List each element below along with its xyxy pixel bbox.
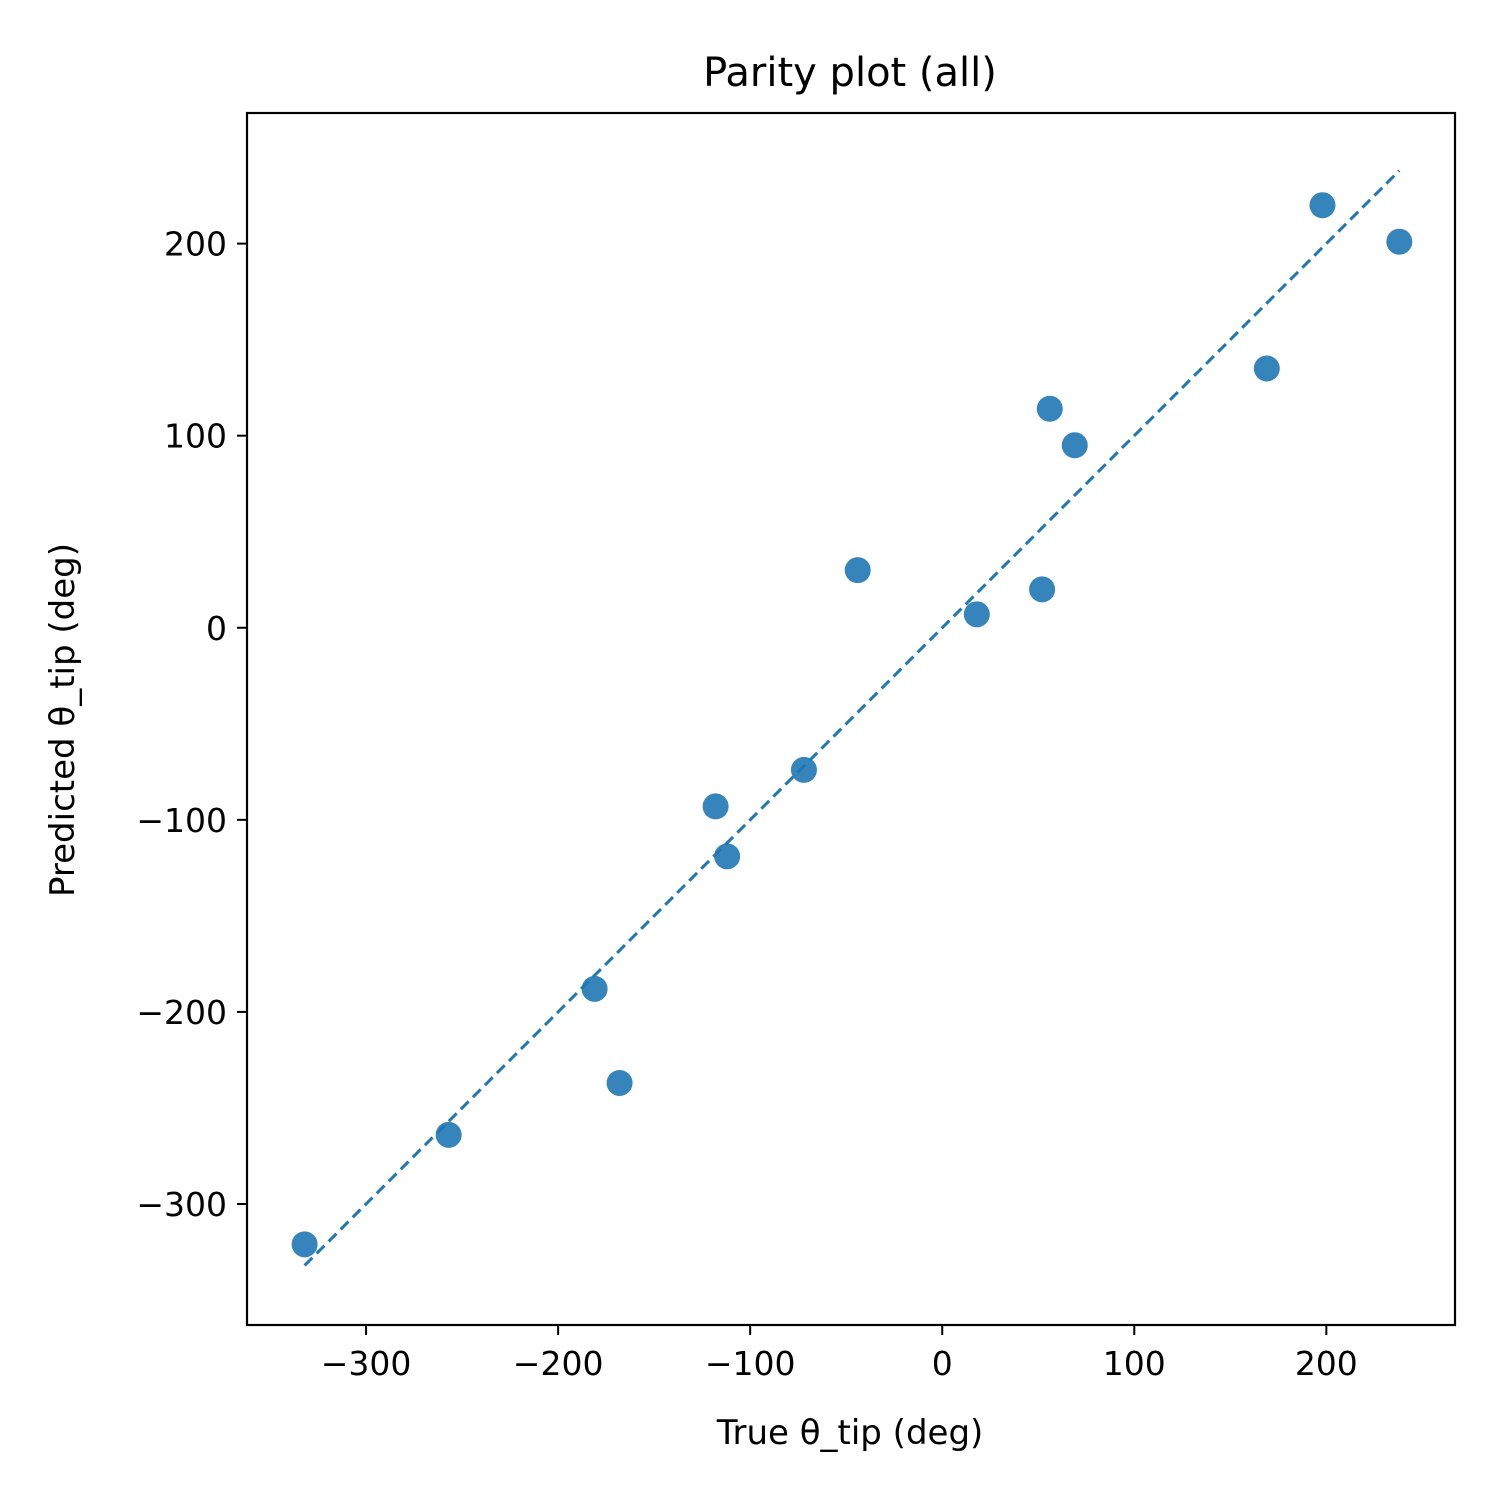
x-axis: −300 −200 −100 0 100 200 (321, 1325, 1358, 1383)
data-point (790, 756, 817, 783)
data-point (291, 1231, 318, 1258)
data-point (1036, 395, 1063, 422)
data-point (963, 601, 990, 628)
data-point (435, 1121, 462, 1148)
data-point (1386, 228, 1413, 255)
data-point (1029, 576, 1056, 603)
data-point (844, 557, 871, 584)
y-tick-label: 200 (164, 225, 227, 264)
x-tick-label: 0 (932, 1344, 953, 1383)
x-tick-label: 200 (1295, 1344, 1358, 1383)
data-point (581, 975, 608, 1002)
plot-area (291, 169, 1413, 1267)
data-point (702, 793, 729, 820)
x-tick-label: −200 (513, 1344, 604, 1383)
x-tick-label: 100 (1103, 1344, 1166, 1383)
plot-frame (245, 111, 1457, 1327)
y-tick-label: −300 (136, 1185, 227, 1224)
parity-reference-line (303, 169, 1401, 1267)
data-point (1253, 355, 1280, 382)
data-point (1309, 192, 1336, 219)
x-axis-title: True θ_tip (deg) (716, 1413, 984, 1453)
y-tick-label: 100 (164, 417, 227, 456)
x-tick-label: −300 (321, 1344, 412, 1383)
x-tick-label: −100 (705, 1344, 796, 1383)
data-point (606, 1069, 633, 1096)
y-axis: −300 −200 −100 0 100 200 (136, 225, 247, 1224)
data-point (1061, 432, 1088, 459)
y-axis-title: Predicted θ_tip (deg) (43, 543, 83, 897)
y-tick-label: −200 (136, 993, 227, 1032)
data-point (714, 843, 741, 870)
y-tick-label: −100 (136, 801, 227, 840)
chart-title: Parity plot (all) (703, 50, 997, 96)
y-tick-label: 0 (206, 609, 227, 648)
